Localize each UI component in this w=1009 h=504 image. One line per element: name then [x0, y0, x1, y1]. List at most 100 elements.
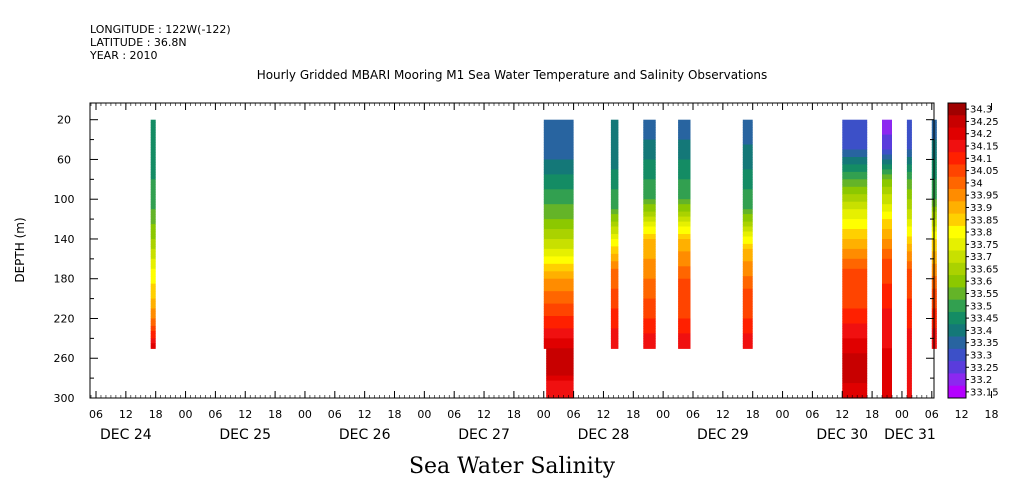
- data-cell: [643, 147, 656, 151]
- data-cell: [643, 266, 656, 270]
- data-cell: [842, 127, 868, 131]
- data-cell: [678, 241, 691, 245]
- data-cell: [610, 291, 619, 295]
- data-cell: [150, 144, 156, 148]
- data-cell: [643, 149, 656, 153]
- data-cell: [643, 129, 656, 133]
- data-cell: [610, 330, 619, 334]
- data-cell: [643, 214, 656, 218]
- data-cell: [150, 271, 156, 275]
- data-cell: [150, 214, 156, 218]
- data-cell: [742, 199, 753, 203]
- data-cell: [882, 239, 892, 243]
- data-cell: [546, 378, 574, 382]
- data-cell: [643, 241, 656, 245]
- data-cell: [842, 338, 868, 342]
- data-cell: [742, 174, 753, 178]
- data-cell: [742, 283, 753, 287]
- data-cell: [150, 147, 156, 151]
- x-hour-label: 06: [447, 408, 461, 421]
- data-cell: [543, 159, 574, 163]
- data-cell: [150, 330, 156, 334]
- data-cell: [906, 271, 912, 275]
- data-cell: [610, 253, 619, 257]
- data-cell: [643, 176, 656, 180]
- data-cell: [150, 231, 156, 235]
- data-cell: [678, 204, 691, 208]
- data-cell: [678, 318, 691, 322]
- data-cell: [842, 301, 868, 305]
- data-cell: [678, 345, 691, 349]
- data-column: [543, 119, 574, 349]
- data-cell: [842, 152, 868, 156]
- data-cell: [906, 278, 912, 282]
- data-cell: [543, 149, 574, 153]
- data-cell: [678, 206, 691, 210]
- colorbar-swatch: [948, 139, 966, 153]
- data-cell: [742, 278, 753, 282]
- colorbar-swatch: [948, 176, 966, 190]
- data-cell: [543, 209, 574, 213]
- data-cell: [882, 308, 892, 312]
- data-cell: [882, 288, 892, 292]
- data-cell: [906, 191, 912, 195]
- data-cell: [882, 345, 892, 349]
- data-cell: [842, 266, 868, 270]
- data-cell: [906, 181, 912, 185]
- data-cell: [610, 229, 619, 233]
- data-cell: [543, 256, 574, 260]
- data-cell: [543, 154, 574, 158]
- data-cell: [150, 243, 156, 247]
- data-cell: [150, 234, 156, 238]
- data-cell: [742, 147, 753, 151]
- data-cell: [610, 176, 619, 180]
- data-cell: [678, 311, 691, 315]
- data-cell: [543, 316, 574, 320]
- data-cell: [150, 129, 156, 133]
- data-cell: [906, 340, 912, 344]
- data-cell: [882, 380, 892, 384]
- data-cell: [842, 298, 868, 302]
- data-cell: [610, 157, 619, 161]
- data-cell: [643, 261, 656, 265]
- data-cell: [643, 161, 656, 165]
- data-cell: [643, 288, 656, 292]
- data-cell: [678, 313, 691, 317]
- x-hour-label: 06: [208, 408, 222, 421]
- data-cell: [906, 243, 912, 247]
- data-column: [150, 119, 156, 349]
- data-cell: [610, 296, 619, 300]
- data-cell: [906, 224, 912, 228]
- data-cell: [906, 196, 912, 200]
- data-cell: [842, 239, 868, 243]
- data-cell: [742, 214, 753, 218]
- data-cell: [678, 134, 691, 138]
- data-cell: [842, 273, 868, 277]
- data-cell: [742, 191, 753, 195]
- data-cell: [842, 201, 868, 205]
- data-cell: [610, 186, 619, 190]
- data-cell: [610, 325, 619, 329]
- data-cell: [742, 154, 753, 158]
- data-cell: [882, 278, 892, 282]
- data-cell: [610, 273, 619, 277]
- data-cell: [643, 318, 656, 322]
- colorbar-label: 33.2: [970, 375, 992, 386]
- data-cell: [882, 313, 892, 317]
- data-cell: [842, 154, 868, 158]
- data-cell: [742, 325, 753, 329]
- data-cell: [906, 390, 912, 394]
- data-cell: [150, 311, 156, 315]
- data-cell: [842, 303, 868, 307]
- data-cell: [150, 174, 156, 178]
- data-cell: [643, 276, 656, 280]
- data-cell: [150, 137, 156, 141]
- x-hour-label: 12: [238, 408, 252, 421]
- data-layer: [150, 119, 937, 399]
- data-cell: [678, 283, 691, 287]
- data-cell: [906, 330, 912, 334]
- data-cell: [610, 166, 619, 170]
- data-cell: [643, 229, 656, 233]
- data-cell: [842, 306, 868, 310]
- data-cell: [546, 393, 574, 397]
